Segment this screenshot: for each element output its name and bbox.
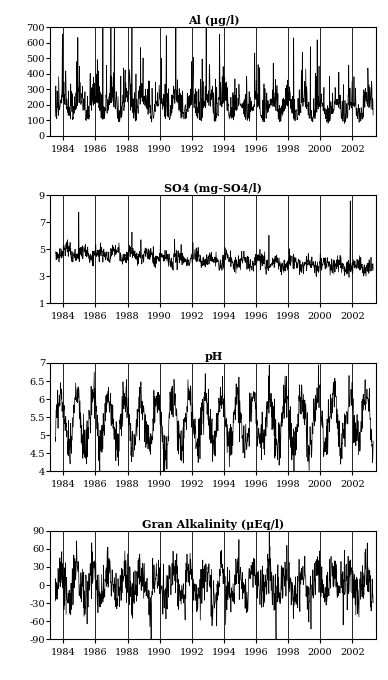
Title: Gran Alkalinity (μEq/l): Gran Alkalinity (μEq/l) xyxy=(142,519,284,530)
Title: pH: pH xyxy=(204,351,223,362)
Title: Al (μg/l): Al (μg/l) xyxy=(188,16,239,27)
Title: SO4 (mg-SO4/l): SO4 (mg-SO4/l) xyxy=(165,184,262,194)
